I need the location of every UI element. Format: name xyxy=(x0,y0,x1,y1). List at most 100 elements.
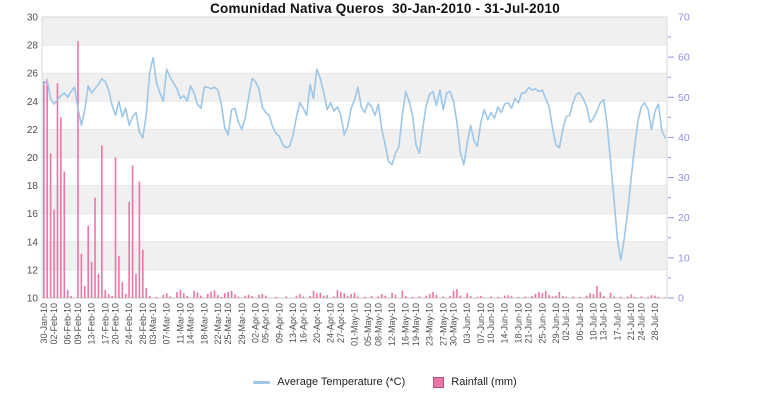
rainfall-bar xyxy=(613,296,615,298)
rainfall-bar xyxy=(425,295,427,298)
rainfall-bar xyxy=(524,296,527,298)
rainfall-bar xyxy=(411,296,414,298)
x-axis-label: 28-Jul-10 xyxy=(650,303,660,341)
x-axis-label: 12-May-10 xyxy=(387,303,397,346)
rainfall-bar xyxy=(118,255,120,298)
y-axis-left-label: 30 xyxy=(27,13,39,24)
rainfall-bar xyxy=(131,165,134,298)
rainfall-bar xyxy=(244,295,247,298)
temperature-line-icon xyxy=(253,380,271,384)
rainfall-bar xyxy=(217,295,219,298)
rainfall-bar xyxy=(196,292,199,298)
rainfall-bar xyxy=(213,290,216,298)
rainfall-bar xyxy=(596,285,598,298)
y-axis-left-label: 24 xyxy=(27,97,39,108)
rainfall-bar xyxy=(200,295,202,298)
rainfall-bar xyxy=(541,293,544,298)
rainfall-bar xyxy=(223,293,226,298)
rainfall-bar xyxy=(507,295,509,298)
x-axis-label: 24-Apr-10 xyxy=(326,303,336,343)
rainfall-bar xyxy=(56,83,59,298)
rainfall-bar xyxy=(285,296,288,298)
rainfall-bar xyxy=(237,296,240,298)
rainfall-bar xyxy=(94,197,96,298)
rainfall-bar xyxy=(299,293,301,298)
rainfall-bar xyxy=(77,41,79,298)
x-axis-label: 16-Apr-10 xyxy=(298,303,308,343)
y-axis-right-label: 70 xyxy=(678,12,690,24)
rainfall-bar xyxy=(377,296,380,298)
rainfall-bar xyxy=(162,294,165,298)
rainfall-bar xyxy=(401,290,404,298)
rainfall-bar xyxy=(579,296,581,298)
rainfall-bar xyxy=(459,295,462,298)
rainfall-bar xyxy=(630,294,632,298)
x-axis-label: 02-Apr-10 xyxy=(251,303,261,343)
y-axis-left-label: 14 xyxy=(27,237,39,248)
x-axis-label: 21-Jun-10 xyxy=(524,303,534,344)
chart-title: Comunidad Nativa Queros 30-Jan-2010 - 31… xyxy=(210,1,560,16)
rainfall-bar xyxy=(391,292,393,298)
rainfall-bar xyxy=(363,296,366,298)
rainfall-bar xyxy=(104,289,107,298)
y-axis-left-label: 20 xyxy=(27,153,39,164)
rainfall-bar xyxy=(551,296,554,298)
temperature-line xyxy=(42,56,667,261)
x-axis-label: 17-Jul-10 xyxy=(612,303,622,341)
rainfall-bar xyxy=(469,295,472,298)
rainfall-bar xyxy=(572,296,574,298)
rainfall-bar xyxy=(264,295,267,298)
rainfall-bar xyxy=(83,285,86,298)
y-axis-right-label: 30 xyxy=(678,172,690,184)
x-axis-label: 07-Jun-10 xyxy=(476,303,486,344)
rainfall-bar xyxy=(251,295,253,298)
rainfall-bar xyxy=(148,295,151,298)
legend-item-temperature: Average Temperature (*C) xyxy=(253,376,405,388)
x-axis-label: 09-Apr-10 xyxy=(274,303,284,343)
rainfall-bar xyxy=(503,295,506,298)
rainfall-bar xyxy=(121,281,124,298)
x-axis-label: 14-Jun-10 xyxy=(500,303,510,344)
rainfall-bar xyxy=(435,294,438,298)
rainfall-bar xyxy=(517,296,520,298)
rainfall-bar xyxy=(206,293,209,298)
x-axis-label: 03-Mar-10 xyxy=(148,303,158,345)
rainfall-bar xyxy=(664,297,666,298)
x-axis-label: 23-May-10 xyxy=(425,303,435,346)
x-axis-label: 05-Apr-10 xyxy=(261,303,271,343)
x-axis-label: 19-May-10 xyxy=(411,303,421,346)
rainfall-bar xyxy=(510,295,513,298)
rainfall-bar xyxy=(538,291,540,298)
rainfall-bar xyxy=(176,291,178,298)
x-axis-label: 29-Mar-10 xyxy=(237,303,247,345)
x-axis-label: 02-Jul-10 xyxy=(561,303,571,341)
x-axis-label: 28-Feb-10 xyxy=(138,303,148,345)
rainfall-bar xyxy=(230,290,233,298)
rainfall-bar xyxy=(432,291,434,298)
x-axis-label: 09-Feb-10 xyxy=(73,303,83,345)
x-axis-label: 10-Jul-10 xyxy=(589,303,599,341)
rainfall-bar xyxy=(589,293,591,298)
rainfall-bar xyxy=(531,295,533,298)
rainfall-square-icon xyxy=(433,376,445,388)
x-axis-label: 27-May-10 xyxy=(438,303,448,346)
rainfall-bar xyxy=(145,287,148,298)
rainfall-bar xyxy=(343,293,346,298)
rainfall-bar xyxy=(49,153,52,298)
x-axis-label: 13-Feb-10 xyxy=(87,303,97,345)
rainfall-bar xyxy=(97,273,100,298)
x-axis-label: 16-May-10 xyxy=(401,303,411,346)
rainfall-bar xyxy=(322,295,325,298)
rainfall-bar xyxy=(558,291,561,298)
y-axis-left-label: 10 xyxy=(27,294,39,305)
x-axis-label: 29-Jun-10 xyxy=(551,303,561,344)
rainfall-bar xyxy=(107,293,110,298)
rainfall-bar xyxy=(404,295,407,298)
rainfall-bar xyxy=(561,295,564,298)
rainfall-bar xyxy=(319,292,322,298)
rainfall-bar xyxy=(275,296,277,298)
rainfall-bar xyxy=(599,291,602,298)
x-axis-label: 06-Jul-10 xyxy=(575,303,585,341)
y-axis-right-label: 0 xyxy=(678,293,684,305)
legend-temperature-label: Average Temperature (*C) xyxy=(277,376,406,388)
